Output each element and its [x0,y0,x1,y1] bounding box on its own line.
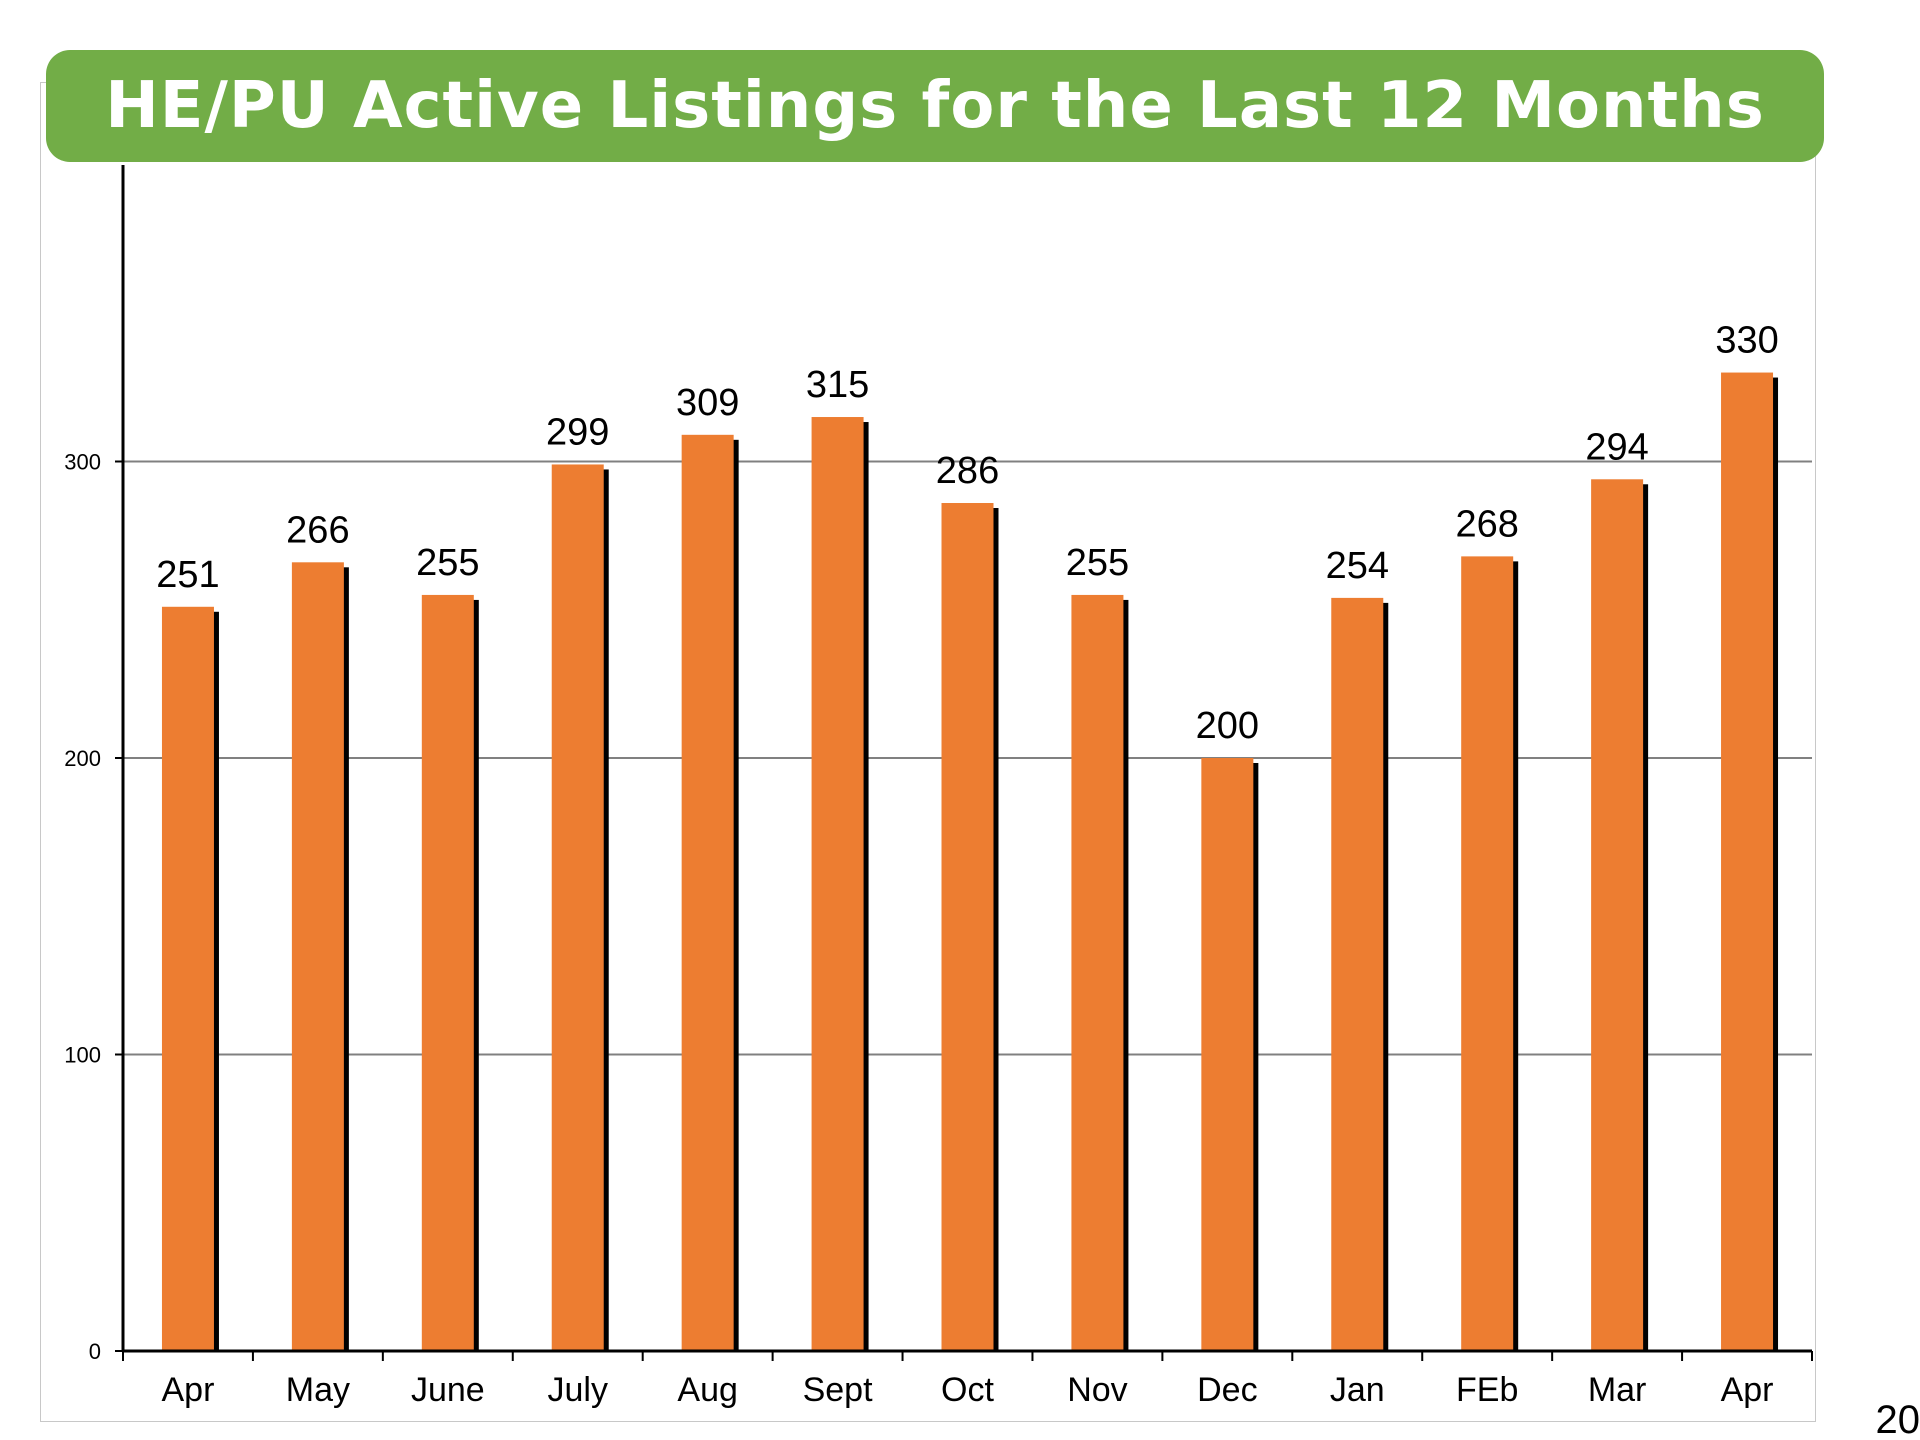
title-banner: HE/PU Active Listings for the Last 12 Mo… [46,50,1824,162]
data-label: 330 [1715,320,1778,362]
bars [161,372,1779,1352]
y-tick-label: 0 [89,1339,101,1364]
data-label: 255 [1066,542,1129,584]
chart-title: HE/PU Active Listings for the Last 12 Mo… [105,69,1765,143]
bar [811,417,864,1351]
bar [941,503,994,1351]
y-tick-label: 300 [64,450,101,475]
bar [1331,597,1384,1351]
bar [421,594,474,1351]
x-tick-label: June [411,1371,485,1409]
x-tick-label: Dec [1197,1371,1257,1409]
labels: 0 100 200 300 251 Apr 266 May 255 June 299 July 309 A… [64,320,1778,1409]
x-tick-label: Nov [1067,1371,1127,1409]
x-tick-label: Mar [1588,1371,1647,1409]
data-label: 299 [546,411,609,453]
page-number: 20 [1875,1398,1920,1440]
data-label: 268 [1455,503,1518,545]
bar [681,434,734,1351]
bar [1201,758,1254,1351]
axes [115,165,1813,1361]
x-tick-label: Apr [1721,1371,1774,1409]
x-tick-label: Oct [941,1371,994,1409]
x-tick-label: Sept [803,1371,873,1409]
x-tick-label: Aug [677,1371,738,1409]
bar [1461,556,1514,1351]
data-label: 266 [286,509,349,551]
y-tick-label: 200 [64,746,101,771]
y-tick-label: 100 [64,1043,101,1068]
data-label: 255 [416,542,479,584]
data-label: 251 [156,554,219,596]
bar [1071,594,1124,1351]
x-tick-label: Apr [162,1371,215,1409]
data-label: 309 [676,382,739,424]
x-tick-label: Jan [1330,1371,1385,1409]
x-tick-label: May [286,1371,350,1409]
x-tick-label: July [547,1371,607,1409]
x-tick-label: FEb [1456,1371,1518,1409]
bar [161,606,214,1351]
bar [291,562,344,1351]
data-label: 294 [1585,426,1648,468]
bar [551,464,604,1352]
bar [1591,479,1644,1351]
data-label: 286 [936,450,999,492]
data-label: 254 [1326,545,1389,587]
data-label: 200 [1196,705,1259,747]
data-label: 315 [806,364,869,406]
bar [1721,372,1774,1351]
